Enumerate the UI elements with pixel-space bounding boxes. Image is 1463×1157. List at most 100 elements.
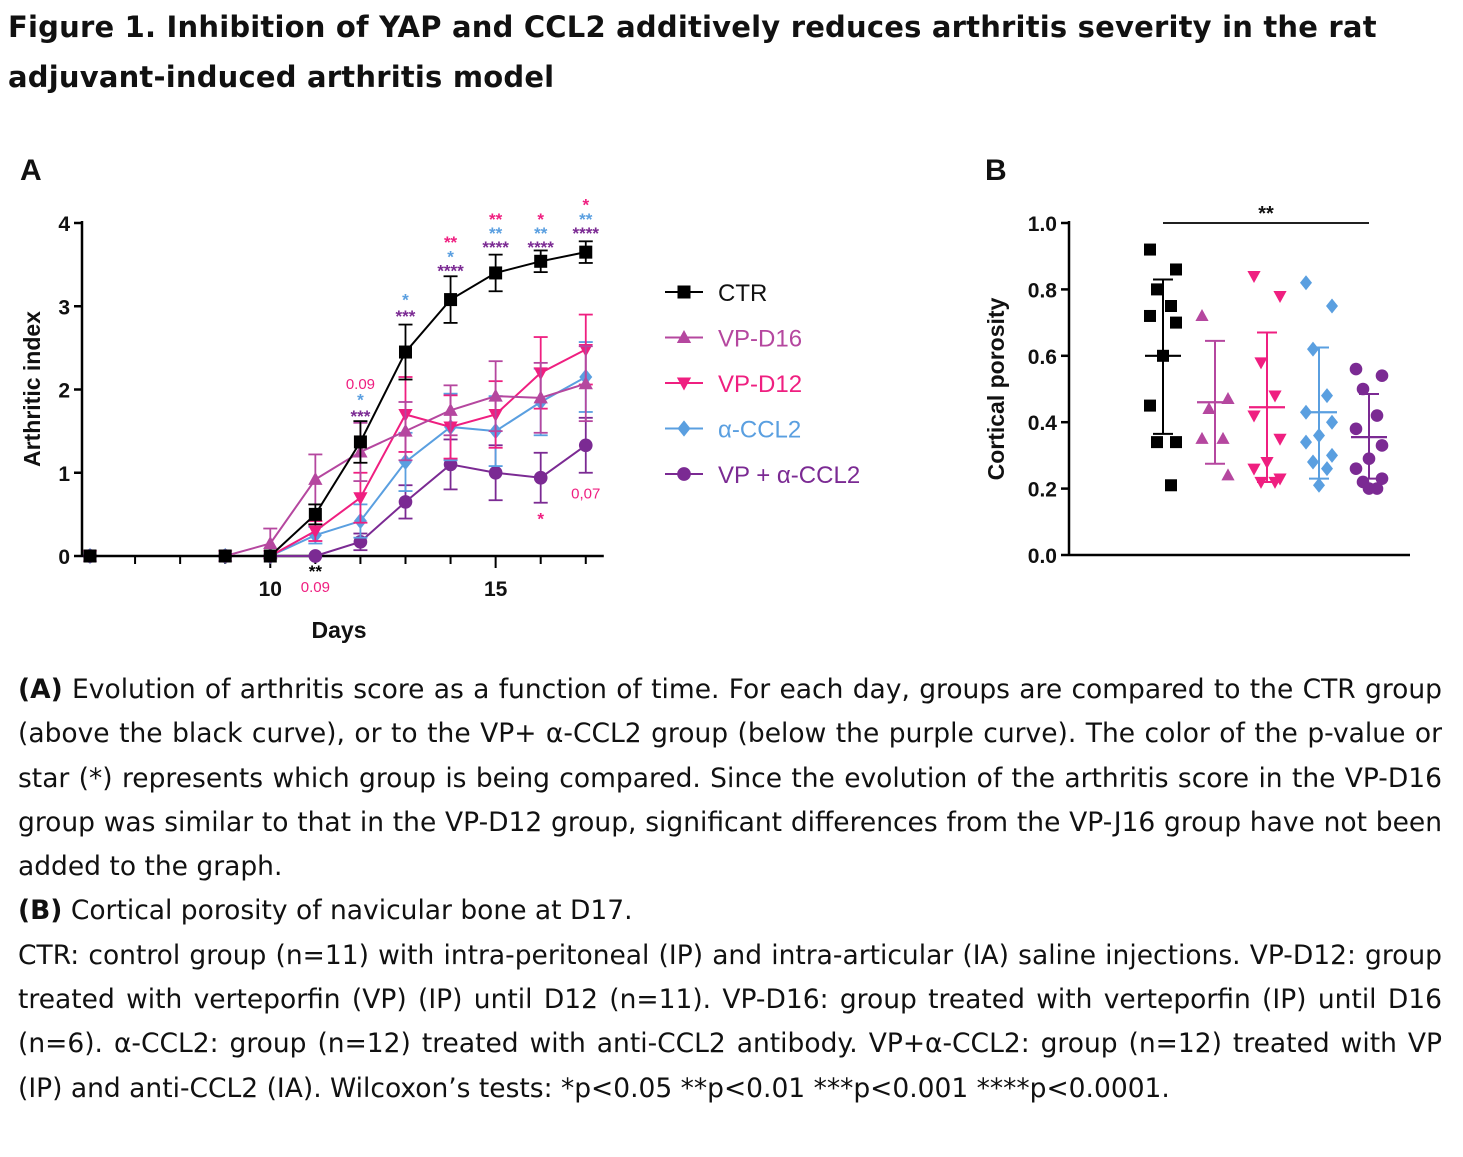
data-point [534, 254, 548, 268]
significance-annotation: **** [482, 238, 509, 257]
legend-marker [676, 377, 692, 391]
legend-marker [676, 330, 692, 344]
significance-annotation: * [402, 291, 409, 310]
data-point [1362, 482, 1376, 495]
data-point [1170, 263, 1182, 276]
legend-label: VP-D12 [718, 371, 802, 398]
data-point [488, 465, 503, 480]
data-point [1321, 388, 1333, 404]
significance-annotation: * [537, 210, 544, 229]
significance-annotation: *** [350, 407, 370, 426]
caption-groups: CTR: control group (n=11) with intra-per… [18, 939, 1442, 1104]
data-point [1321, 461, 1333, 477]
data-point [1170, 436, 1182, 449]
data-point [308, 471, 323, 485]
data-point [1144, 399, 1156, 412]
data-point [1247, 463, 1261, 476]
series-ctr [83, 240, 593, 563]
y-tick-label: 2 [58, 380, 70, 403]
significance-label: ** [1258, 203, 1274, 225]
significance-annotation: ** [534, 224, 548, 243]
data-point [398, 495, 413, 509]
y-tick-label: 3 [58, 296, 70, 319]
legend-item-vp-alpha-ccl2: VP + α-CCL2 [665, 462, 860, 489]
data-point [1349, 462, 1363, 475]
significance-annotation: ** [489, 224, 503, 243]
group-ctr [1144, 243, 1182, 492]
legend-item-ctr: CTR [665, 280, 767, 307]
y-tick-label: 4 [58, 213, 70, 236]
caption-a-label: (A) [18, 674, 63, 705]
significance-annotation: ** [579, 210, 593, 229]
b-y-axis-label: Cortical porosity [983, 297, 1009, 480]
data-point [488, 388, 503, 402]
significance-annotation: ** [489, 210, 503, 229]
significance-annotation: ** [444, 233, 458, 252]
data-point [1151, 436, 1163, 449]
data-point [1313, 477, 1325, 493]
data-point [578, 438, 593, 453]
y-axis-label: Arthritic index [19, 311, 45, 467]
data-point [353, 492, 368, 506]
b-y-tick-label: 0.2 [1028, 479, 1057, 502]
data-point [218, 549, 232, 563]
data-point [1349, 362, 1363, 376]
data-point [263, 549, 277, 563]
data-point [1216, 431, 1230, 444]
group-vp-alpha-ccl2 [1349, 362, 1389, 495]
group-vp-d12 [1247, 271, 1287, 489]
data-point [1349, 422, 1363, 436]
data-point [1300, 275, 1312, 291]
data-point [1307, 454, 1319, 470]
significance-annotation: 0.09 [301, 579, 330, 596]
significance-annotation: ** [309, 562, 323, 581]
legend-marker [677, 467, 691, 481]
data-point [308, 507, 322, 521]
data-point [533, 390, 548, 404]
series-line-ctr [90, 251, 586, 557]
data-point [1151, 283, 1163, 296]
data-point [1165, 300, 1177, 312]
b-y-tick-label: 0.8 [1028, 279, 1058, 302]
data-point [1307, 341, 1319, 357]
caption-b: (B) Cortical porosity of navicular bone … [18, 889, 1442, 933]
legend-item-vp-d12: VP-D12 [665, 371, 802, 398]
data-point [533, 470, 548, 485]
panel-a-letter: A [20, 154, 42, 187]
caption-a-text: Evolution of arthritis score as a functi… [18, 674, 1442, 883]
legend-label: VP-D16 [718, 326, 802, 353]
data-point [1356, 382, 1370, 396]
data-point [1165, 479, 1177, 492]
caption-a: (A) Evolution of arthritis score as a fu… [18, 668, 1442, 889]
significance-annotation: **** [437, 261, 464, 280]
data-point [83, 549, 97, 563]
legend-label: VP + α-CCL2 [718, 462, 860, 489]
data-point [1375, 369, 1389, 383]
data-point [1247, 271, 1261, 284]
figure-caption: (A) Evolution of arthritis score as a fu… [18, 668, 1442, 1111]
significance-annotation: *** [396, 307, 416, 326]
data-point [1221, 468, 1235, 481]
significance-annotation: 0,07 [571, 486, 600, 503]
data-point [1144, 243, 1156, 256]
figure-title: Figure 1. Inhibition of YAP and CCL2 add… [8, 10, 1377, 94]
data-point [489, 266, 503, 280]
data-point [1202, 402, 1216, 415]
data-point [1326, 447, 1338, 463]
data-point [1247, 410, 1261, 423]
data-point [353, 435, 367, 449]
data-point [1170, 316, 1182, 329]
x-tick-label: 10 [259, 578, 282, 601]
data-point [1268, 390, 1282, 403]
group-vp-d16 [1195, 309, 1235, 481]
data-point [1273, 290, 1287, 303]
significance-annotation: * [582, 196, 589, 215]
data-point [444, 293, 458, 307]
y-tick-label: 1 [58, 463, 70, 486]
b-y-tick-label: 0.0 [1028, 545, 1057, 568]
group-alpha-ccl2 [1300, 275, 1338, 493]
data-point [1375, 472, 1389, 485]
significance-annotation: 0.09 [346, 376, 375, 393]
x-tick-label: 15 [484, 578, 508, 601]
